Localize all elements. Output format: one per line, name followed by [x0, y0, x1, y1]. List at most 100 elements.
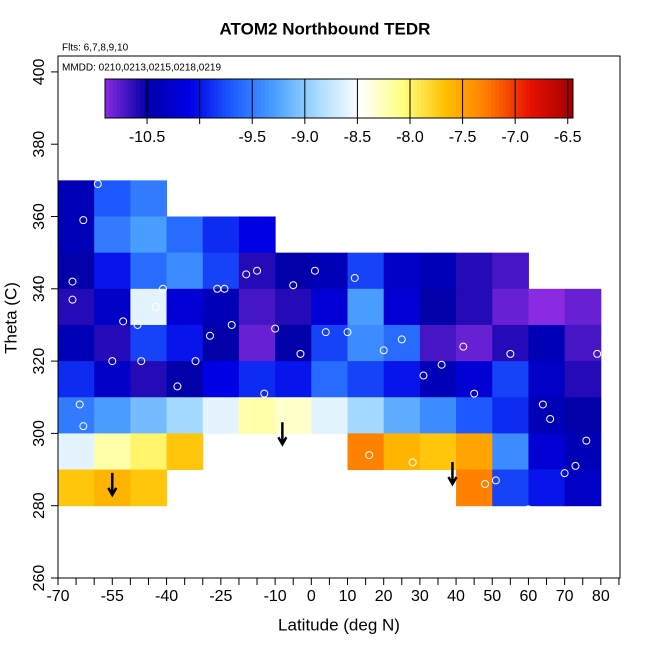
contour-cell: [94, 252, 131, 290]
colorbar-segment: [241, 79, 246, 118]
colorbar-segment: [167, 79, 172, 118]
contour-cell: [456, 397, 493, 434]
contour-cell: [130, 252, 168, 290]
contour-cell: [94, 324, 131, 362]
colorbar-segment: [237, 79, 242, 118]
colorbar-segment: [557, 79, 562, 118]
colorbar-segment: [319, 79, 324, 118]
x-tick-label: 30: [411, 588, 429, 605]
contour-cell: [419, 324, 457, 362]
contour-cell: [492, 252, 529, 290]
contour-cell: [130, 361, 168, 398]
contour-cell: [275, 288, 312, 326]
colorbar-segment: [171, 79, 176, 118]
contour-cell: [528, 288, 566, 326]
contour-cell: [419, 361, 457, 398]
colorbar-segment: [222, 79, 227, 118]
colorbar-segment: [214, 79, 219, 118]
contour-cell: [383, 361, 421, 398]
contour-cell: [311, 397, 349, 434]
colorbar-segment: [428, 79, 434, 118]
contour-cell: [94, 397, 131, 434]
colorbar-segment: [257, 79, 262, 118]
contour-cell: [238, 324, 276, 362]
colorbar-segment: [206, 79, 211, 118]
colorbar-segment: [452, 79, 457, 118]
contour-cell: [456, 252, 493, 290]
colorbar-segment: [491, 79, 496, 118]
colorbar-segment: [120, 79, 125, 118]
colorbar-segment: [378, 79, 383, 118]
colorbar-segment: [471, 79, 476, 118]
colorbar-segment: [366, 79, 371, 118]
contour-cell: [347, 433, 385, 471]
contour-cell: [238, 288, 276, 326]
contour-cell: [311, 288, 349, 326]
contour-cell: [347, 361, 385, 398]
contour-cell: [58, 216, 95, 254]
sample-point: [470, 389, 479, 398]
sample-point: [68, 277, 77, 286]
colorbar-segment: [561, 79, 566, 118]
sample-point: [151, 302, 160, 311]
colorbar-segment: [354, 79, 359, 118]
colorbar-segment: [186, 79, 192, 118]
colorbar-segment: [335, 79, 340, 118]
colorbar-tick-label: -8.5: [344, 129, 372, 146]
colorbar-segment: [229, 79, 235, 118]
contour-cell: [202, 216, 240, 254]
contour-cell: [347, 324, 385, 362]
colorbar-segment: [264, 79, 270, 118]
colorbar-tick-label: -9.0: [291, 129, 319, 146]
colorbar-segment: [440, 79, 445, 118]
contour-cell: [383, 252, 421, 290]
contour-cell: [202, 288, 240, 326]
colorbar-segment: [436, 79, 441, 118]
colorbar-segment: [502, 79, 508, 118]
contour-cell: [347, 397, 385, 434]
colorbar-segment: [163, 79, 168, 118]
colorbar-segment: [487, 79, 492, 118]
sample-point: [524, 505, 533, 514]
colorbar-segment: [296, 79, 301, 118]
colorbar-segment: [331, 79, 336, 118]
colorbar-frame: [104, 78, 574, 119]
colorbar-segment: [389, 79, 395, 118]
x-axis-label: Latitude (deg N): [278, 615, 400, 634]
sample-point: [560, 469, 569, 478]
arrow: [277, 422, 288, 447]
sample-point: [379, 346, 388, 355]
contour-cell: [166, 288, 204, 326]
colorbar-segment: [424, 79, 430, 118]
y-tick-label: 300: [31, 420, 48, 447]
colorbar-segment: [280, 79, 285, 118]
annotation: MMDD: 0210,0213,0215,0218,0219: [62, 63, 221, 74]
contour-cell: [492, 324, 529, 362]
colorbar-segment: [327, 79, 332, 118]
colorbar-segment: [147, 79, 153, 118]
contour-cell: [202, 324, 240, 362]
colorbar-segment: [522, 79, 527, 118]
contour-cell: [238, 397, 276, 434]
colorbar-segment: [253, 79, 258, 118]
colorbar-segment: [175, 79, 180, 118]
colorbar-segment: [463, 79, 469, 118]
colorbar-segment: [190, 79, 196, 118]
sample-point: [321, 328, 330, 337]
contour-cell: [347, 288, 385, 326]
colorbar-tick-label: -10.5: [129, 129, 166, 146]
colorbar-segment: [514, 79, 519, 118]
sample-point: [137, 357, 146, 366]
colorbar-segment: [124, 79, 129, 118]
x-tick-label: -55: [101, 588, 124, 605]
colorbar-segment: [393, 79, 398, 118]
colorbar-segment: [475, 79, 480, 118]
contour-cell: [564, 288, 602, 326]
colorbar-segment: [136, 79, 141, 118]
contour-cell: [58, 288, 95, 326]
colorbar-segment: [323, 79, 328, 118]
colorbar-segment: [545, 79, 551, 118]
sample-point: [191, 357, 200, 366]
subtitle: Flts: 6,7,8,9,10: [62, 43, 129, 54]
